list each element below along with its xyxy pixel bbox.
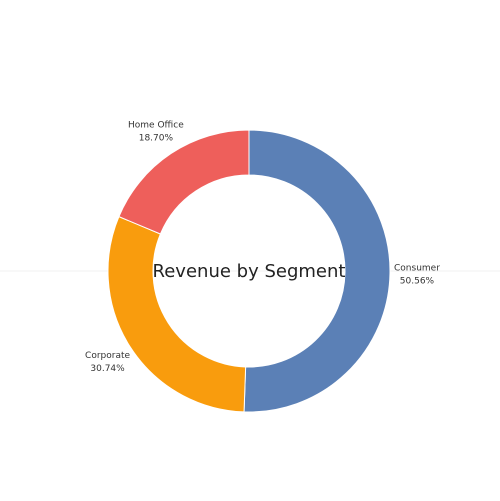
segment-name: Corporate bbox=[85, 351, 130, 361]
segment-value-label: 18.70% bbox=[139, 134, 174, 144]
segment-value-label: 30.74% bbox=[90, 364, 125, 374]
segment-name: Home Office bbox=[128, 121, 184, 131]
donut-segment bbox=[118, 129, 250, 235]
segment-name: Consumer bbox=[394, 263, 440, 273]
donut-segment bbox=[107, 215, 247, 413]
segment-value-label: 50.56% bbox=[400, 276, 435, 286]
chart-title: Revenue by Segment bbox=[153, 261, 346, 282]
donut-segment bbox=[243, 129, 391, 413]
